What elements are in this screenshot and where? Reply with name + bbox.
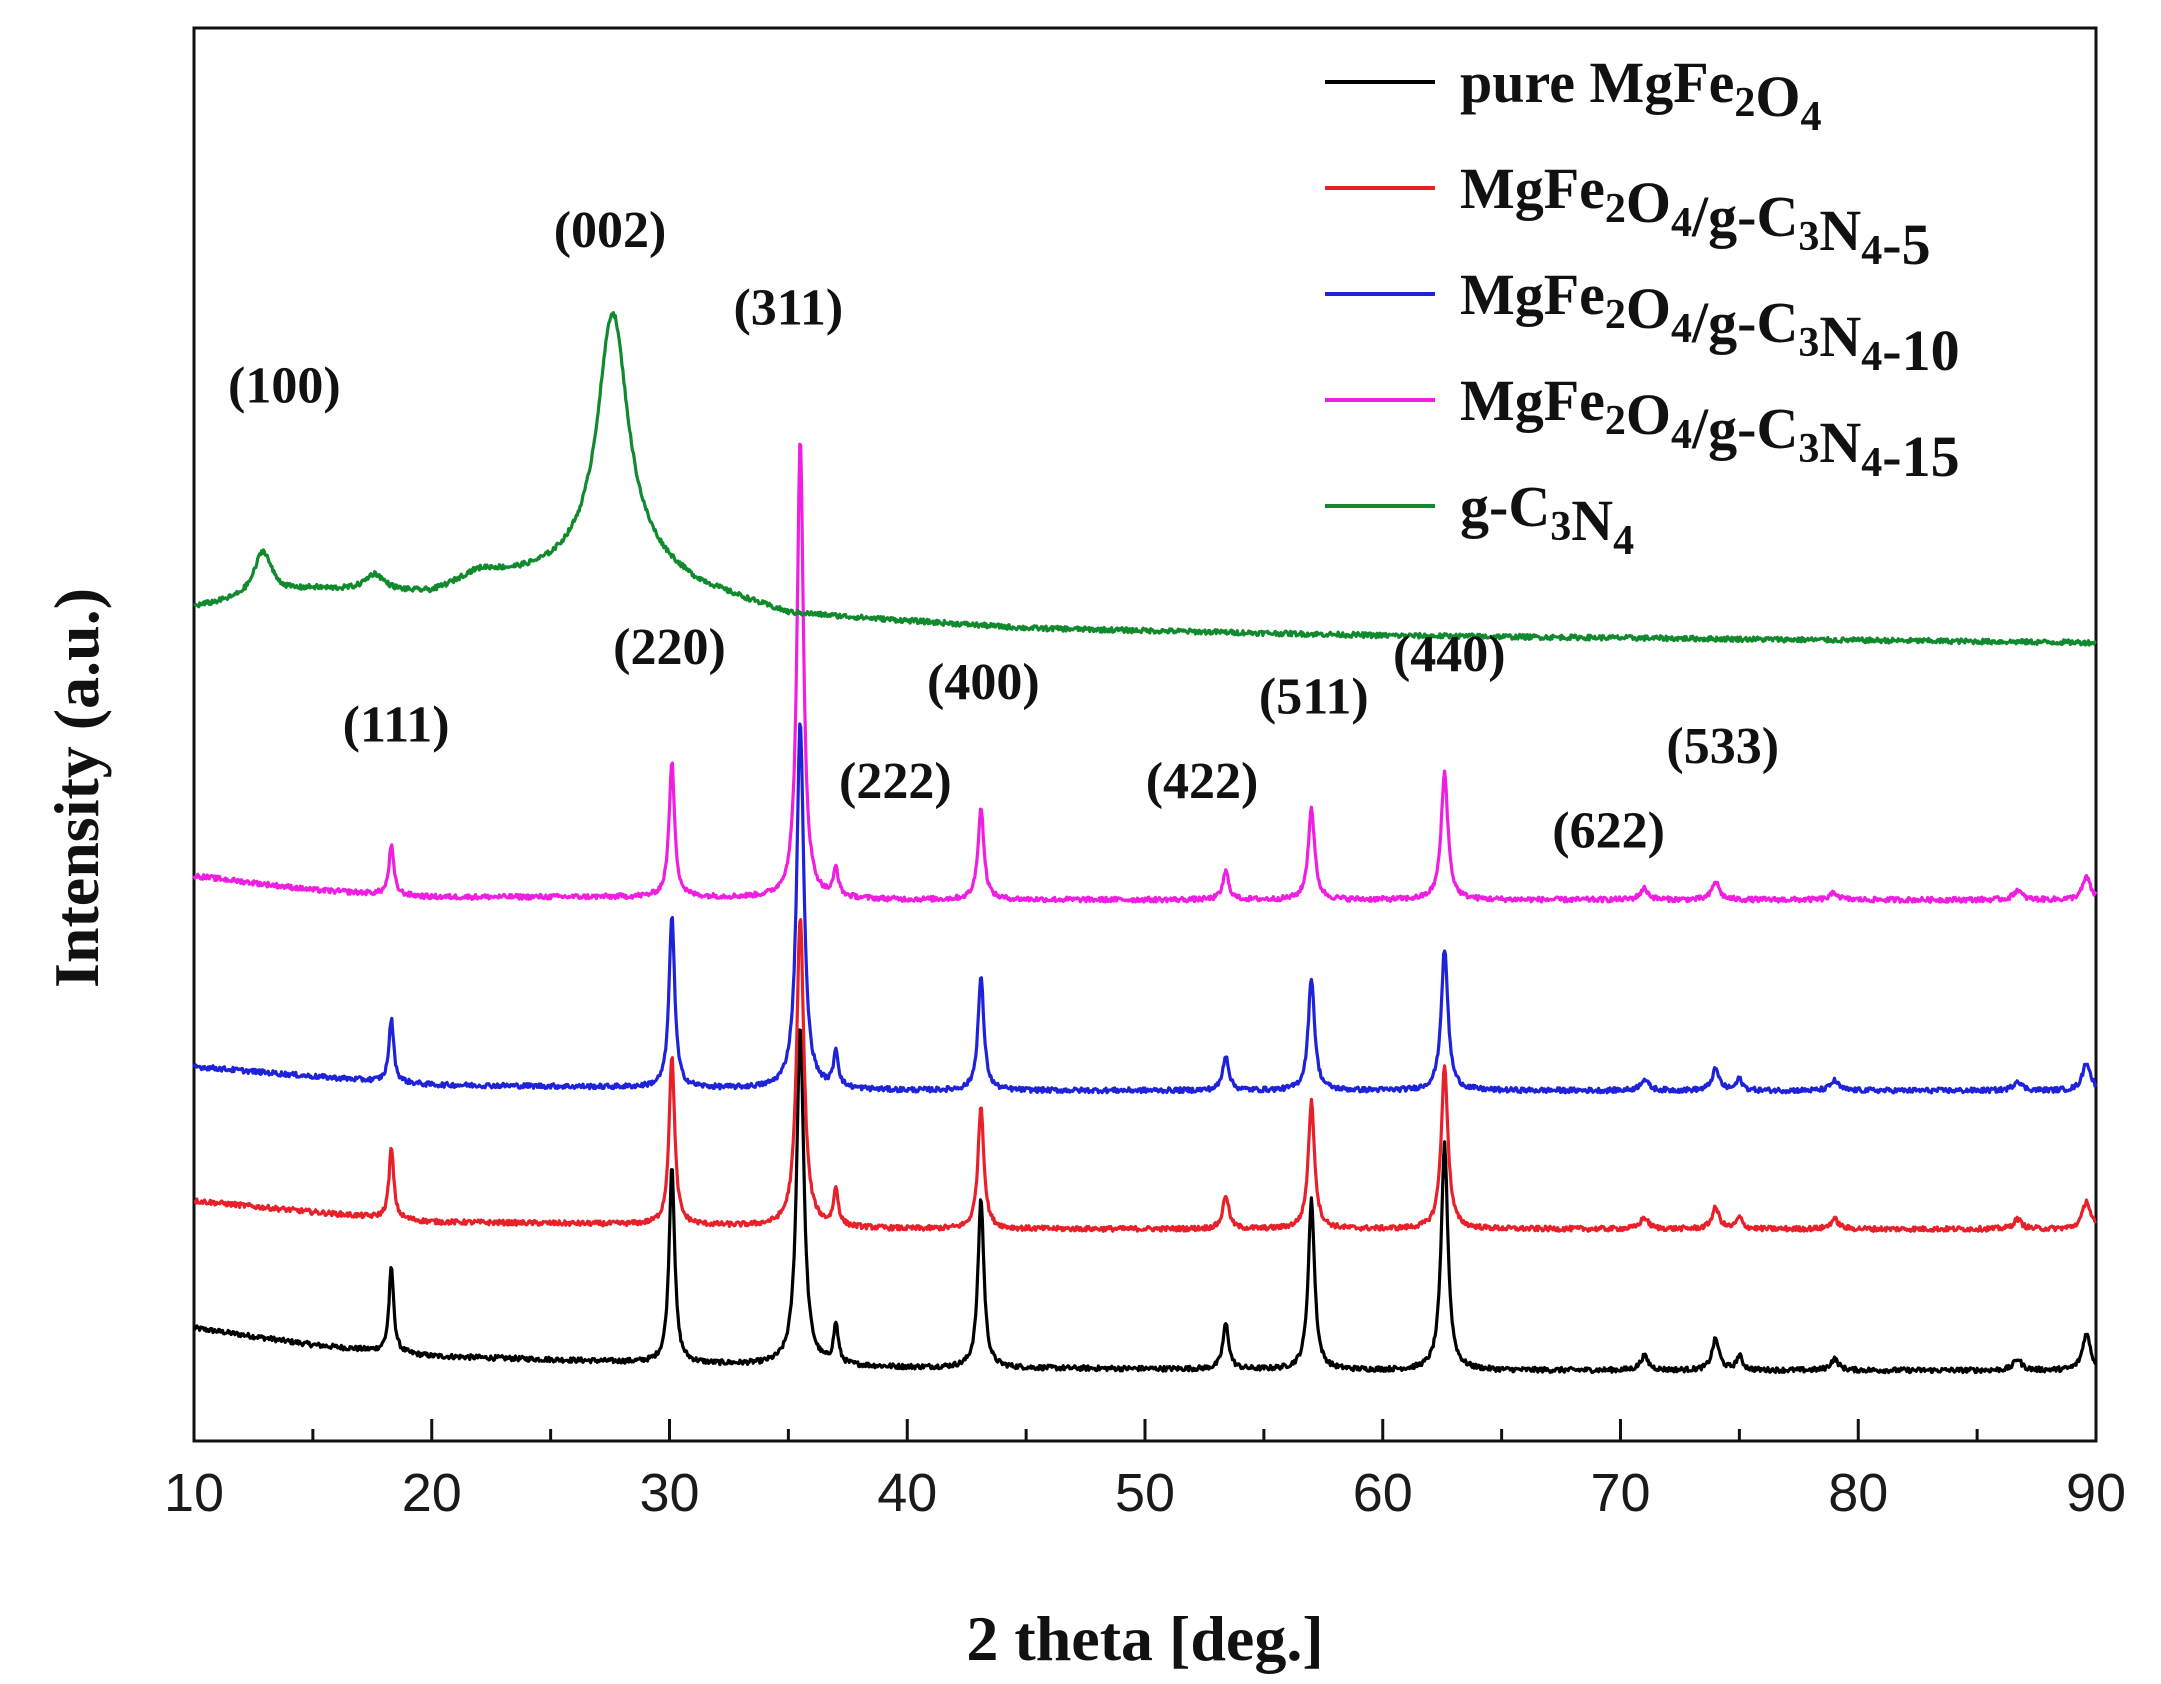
x-tick-label: 50	[1115, 1463, 1175, 1523]
series-line-1	[193, 918, 2097, 1233]
legend-label: g-C3N4	[1460, 474, 1634, 564]
peak-label: (400)	[927, 654, 1040, 711]
peak-label: (440)	[1393, 626, 1506, 683]
peak-label: (111)	[343, 697, 450, 754]
peak-label: (311)	[733, 280, 843, 337]
legend: pure MgFe2O4MgFe2O4/g-C3N4-5MgFe2O4/g-C3…	[1325, 50, 1960, 564]
peak-label: (533)	[1666, 718, 1779, 775]
y-axis-title: Intensity (a.u.)	[41, 588, 112, 988]
peak-label: (220)	[613, 619, 726, 676]
peak-label: (100)	[228, 357, 341, 414]
peak-label: (422)	[1146, 753, 1259, 810]
x-tick-label: 10	[164, 1463, 224, 1523]
x-tick-label: 20	[402, 1463, 462, 1523]
x-tick-label: 40	[877, 1463, 937, 1523]
legend-label: MgFe2O4/g-C3N4-15	[1460, 368, 1960, 489]
x-tick-label: 80	[1828, 1463, 1888, 1523]
peak-label: (511)	[1259, 668, 1369, 725]
legend-label: pure MgFe2O4	[1460, 50, 1822, 140]
peak-label: (222)	[839, 753, 952, 810]
series-line-3	[192, 442, 2098, 904]
legend-label: MgFe2O4/g-C3N4-10	[1460, 262, 1960, 383]
x-axis-title: 2 theta [deg.]	[966, 1603, 1323, 1674]
ticks-layer: 10 20 30 40 50 60 70 80 90	[164, 1419, 2126, 1523]
peak-label: (002)	[554, 202, 667, 259]
series-layer	[192, 311, 2098, 1375]
series-line-2	[192, 722, 2098, 1095]
peak-labels-layer: (100) (002) (311) (220) (111) (222) (400) (422)…	[228, 202, 1779, 860]
legend-label: MgFe2O4/g-C3N4-5	[1460, 156, 1931, 277]
series-line-0	[192, 1028, 2097, 1375]
series-line-4	[193, 311, 2097, 647]
x-tick-label: 90	[2066, 1463, 2126, 1523]
peak-label: (622)	[1552, 803, 1665, 860]
x-tick-label: 70	[1590, 1463, 1650, 1523]
x-tick-label: 60	[1353, 1463, 1413, 1523]
x-tick-label: 30	[639, 1463, 699, 1523]
